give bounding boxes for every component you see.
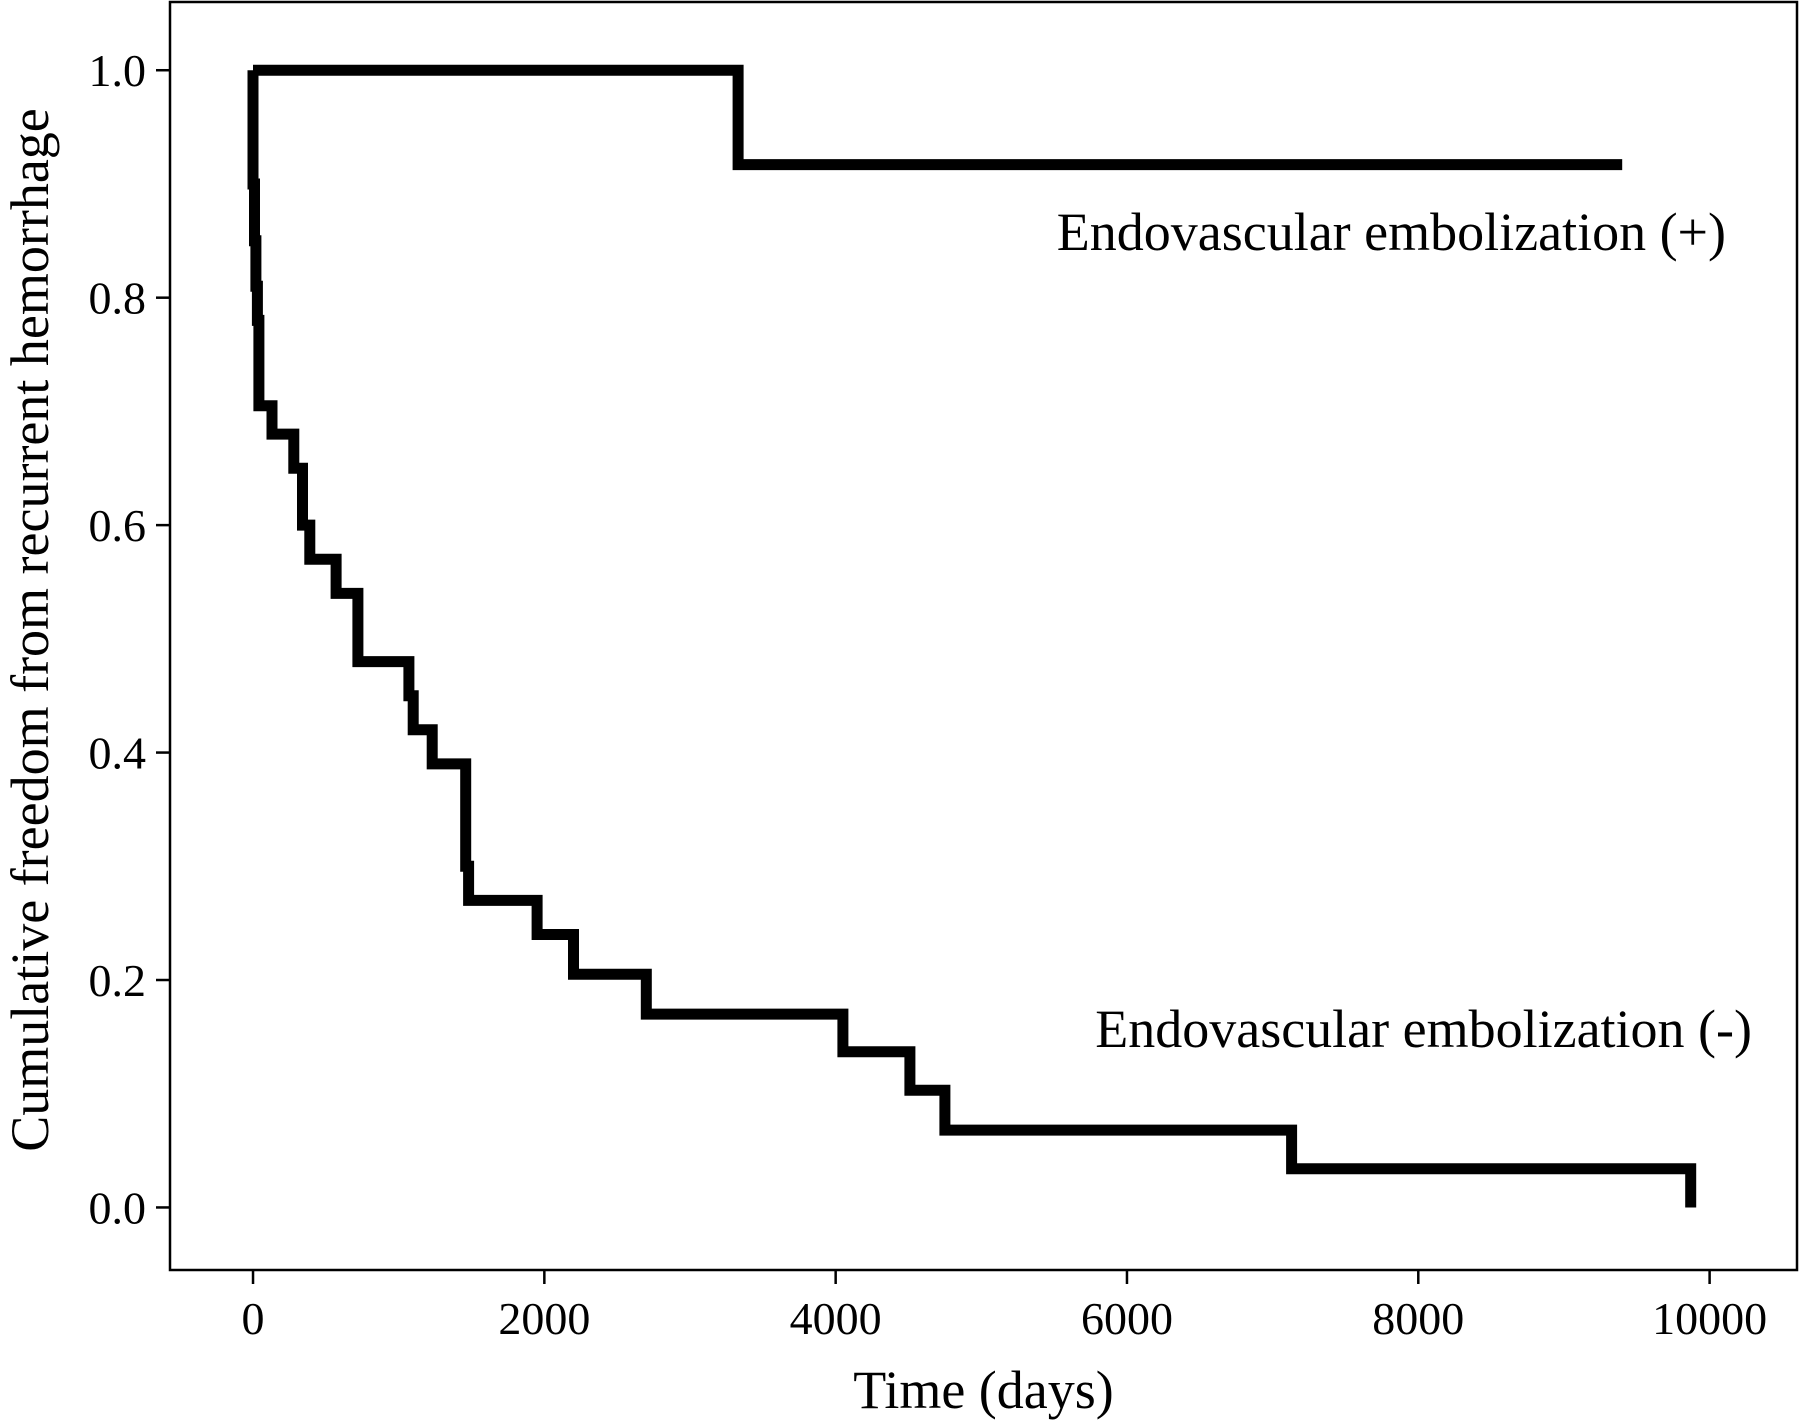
series-labels: Endovascular embolization (+) Endovascula…	[1057, 202, 1752, 1059]
x-tick-label: 10000	[1652, 1293, 1767, 1344]
x-tick-label: 6000	[1081, 1293, 1173, 1344]
y-tick-label: 0.4	[89, 728, 147, 779]
y-tick-label: 1.0	[89, 45, 147, 96]
x-tick-label: 0	[242, 1293, 265, 1344]
plot-frame	[168, 0, 1799, 1272]
y-tick-label: 0.0	[89, 1182, 147, 1233]
series-line-embolization-positive	[253, 64, 1623, 171]
y-axis: 0.0 0.2 0.4 0.6 0.8 1.0	[89, 45, 170, 1233]
y-tick-label: 0.6	[89, 500, 147, 551]
x-axis-title: Time (days)	[853, 1360, 1114, 1420]
y-tick-label: 0.8	[89, 273, 147, 324]
series-lines	[247, 64, 1697, 1208]
y-axis-title: Cumulative freedom from recurrent hemorr…	[0, 108, 60, 1152]
series-label-embolization-positive: Endovascular embolization (+)	[1057, 202, 1726, 262]
series-label-embolization-negative: Endovascular embolization (-)	[1095, 999, 1752, 1059]
series-line-embolization-negative	[247, 70, 1697, 1208]
x-tick-label: 4000	[790, 1293, 882, 1344]
x-axis: 0 2000 4000 6000 8000 10000	[242, 1270, 1767, 1344]
y-tick-label: 0.2	[89, 955, 147, 1006]
x-tick-label: 2000	[498, 1293, 590, 1344]
x-tick-label: 8000	[1372, 1293, 1464, 1344]
